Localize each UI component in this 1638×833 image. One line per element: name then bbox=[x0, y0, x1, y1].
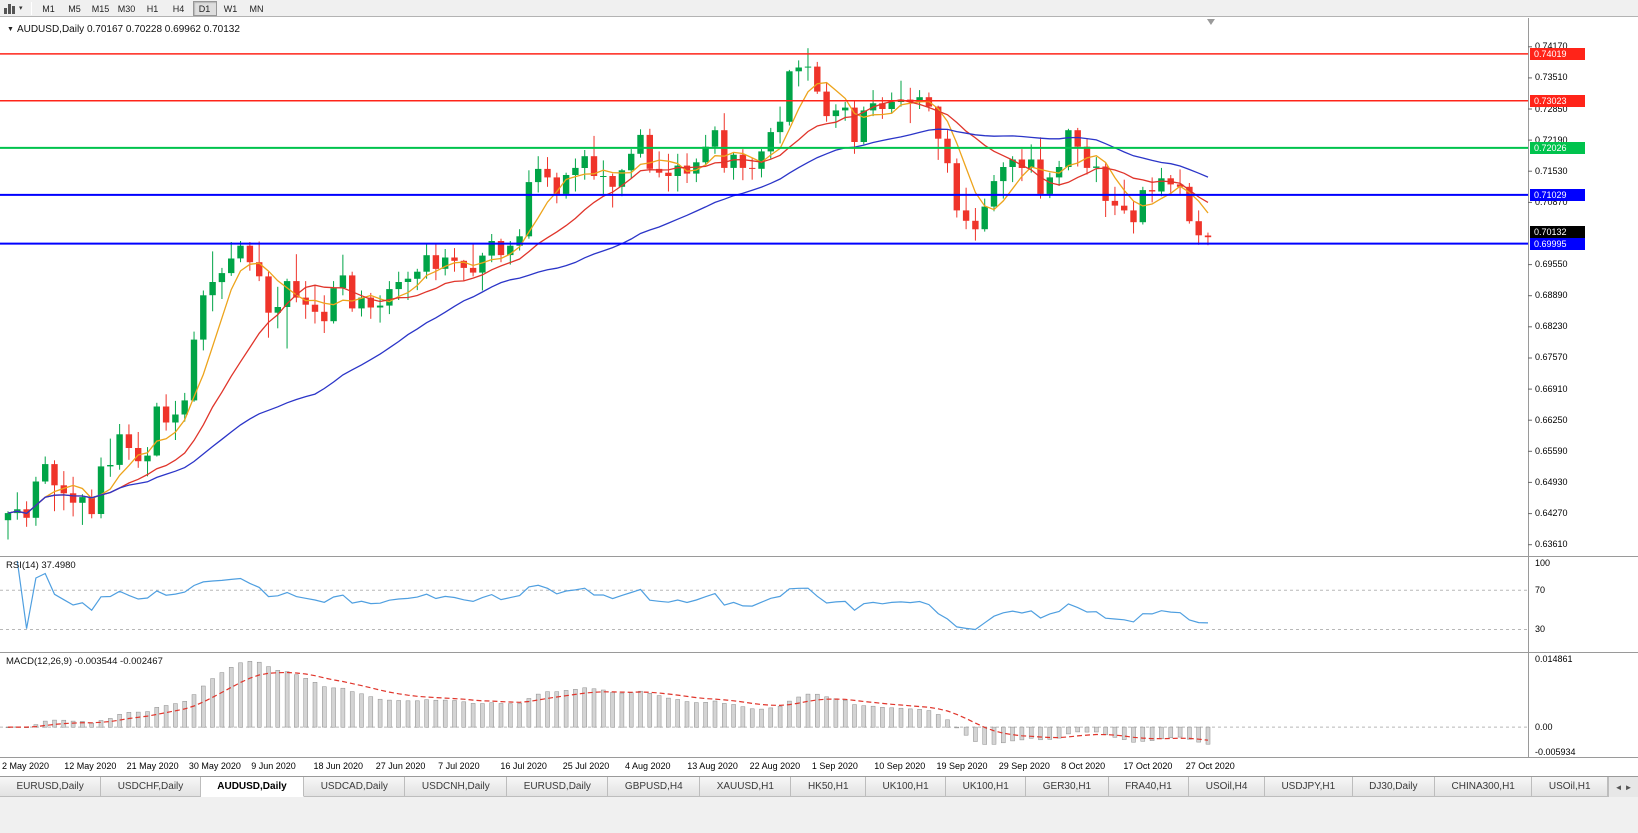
chart-tab-fra40-h1[interactable]: FRA40,H1 bbox=[1108, 777, 1190, 797]
date-label: 10 Sep 2020 bbox=[874, 761, 926, 771]
macd-tick-label: 0.00 bbox=[1535, 722, 1553, 733]
chart-tabs: EURUSD,Daily USDCHF,Daily AUDUSD,Daily USDC… bbox=[0, 777, 1609, 797]
chart-tab-dj30-daily[interactable]: DJ30,Daily bbox=[1352, 777, 1436, 797]
timeframe-buttons-group: M1 M5 M15 M30 H1 H4 D1 W1 MN bbox=[36, 0, 270, 16]
tab-scroll-left-icon[interactable]: ◄ bbox=[1614, 782, 1623, 792]
timeframe-button-h4[interactable]: H4 bbox=[172, 3, 185, 14]
price-tick-label: 0.63610 bbox=[1535, 539, 1568, 550]
chart-tab-china300-h1[interactable]: CHINA300,H1 bbox=[1435, 777, 1533, 797]
price-tick-label: 0.70870 bbox=[1535, 196, 1568, 207]
date-label: 1 Sep 2020 bbox=[811, 761, 858, 771]
chart-tab-usoil-h4[interactable]: USOil,H4 bbox=[1189, 777, 1265, 797]
timeframe-button-m15[interactable]: M15 bbox=[91, 3, 110, 14]
chart-tab-ger30-h1[interactable]: GER30,H1 bbox=[1026, 777, 1109, 797]
chart-symbol-title: AUDUSD,Daily bbox=[16, 24, 85, 35]
chart-shift-marker[interactable] bbox=[1206, 19, 1215, 25]
price-tick-label: 0.66250 bbox=[1535, 414, 1568, 425]
periods-toolbar-icon[interactable] bbox=[3, 2, 18, 15]
chart-tab-usoil-h1[interactable]: USOil,H1 bbox=[1532, 777, 1609, 797]
price-tick-label: 0.74170 bbox=[1535, 41, 1568, 52]
date-label: 8 Oct 2020 bbox=[1061, 761, 1106, 771]
chart-tab-hk50-h1[interactable]: HK50,H1 bbox=[791, 777, 867, 797]
date-label: 7 Jul 2020 bbox=[438, 761, 480, 771]
chart-tab-usdcad-daily[interactable]: USDCAD,Daily bbox=[304, 777, 406, 797]
chart-tab-usdchf-daily[interactable]: USDCHF,Daily bbox=[101, 777, 201, 797]
timeframe-toolbar: ▾ M1 M5 M15 M30 H1 H4 D1 W1 MN bbox=[0, 0, 1638, 17]
price-tick-label: 0.69550 bbox=[1535, 259, 1568, 270]
macd-tick-label: 0.014861 bbox=[1535, 654, 1573, 664]
chart-tab-audusd-daily[interactable]: AUDUSD,Daily bbox=[200, 777, 305, 797]
level-price-badge: 0.74019 bbox=[1530, 47, 1585, 60]
chart-tab-gbpusd-h4[interactable]: GBPUSD,H4 bbox=[608, 777, 701, 797]
price-tick-label: 0.72850 bbox=[1535, 103, 1568, 114]
price-tick-label: 0.72190 bbox=[1535, 134, 1568, 145]
timeframe-button-m30[interactable]: M30 bbox=[117, 3, 136, 14]
date-label: 12 May 2020 bbox=[64, 761, 117, 771]
chart-background bbox=[0, 17, 1638, 776]
bar-icon bbox=[8, 3, 11, 14]
toolbar-separator bbox=[30, 1, 32, 15]
timeframe-button-w1[interactable]: W1 bbox=[223, 3, 238, 14]
price-tick-label: 0.64270 bbox=[1535, 508, 1568, 519]
rsi-tick-label: 30 bbox=[1535, 624, 1546, 635]
price-tick-label: 0.68230 bbox=[1535, 321, 1568, 332]
rsi-tick-label: 100 bbox=[1535, 558, 1551, 568]
date-label: 21 May 2020 bbox=[126, 761, 179, 771]
price-tick-label: 0.64930 bbox=[1535, 476, 1568, 487]
timeframe-button-m1[interactable]: M1 bbox=[42, 3, 55, 14]
date-label: 27 Oct 2020 bbox=[1185, 761, 1235, 771]
current-price-badge: 0.70132 bbox=[1530, 225, 1585, 238]
date-label: 30 May 2020 bbox=[188, 761, 241, 771]
date-label: 13 Aug 2020 bbox=[687, 761, 738, 771]
price-tick-label: 0.71530 bbox=[1535, 165, 1568, 176]
tab-scroll-right-icon[interactable]: ► bbox=[1624, 782, 1633, 792]
chart-tab-eurusd-daily[interactable]: EURUSD,Daily bbox=[507, 777, 609, 797]
date-label: 9 Jun 2020 bbox=[251, 761, 296, 771]
macd-tick-label: -0.005934 bbox=[1535, 747, 1576, 757]
chart-tab-uk100-h1[interactable]: UK100,H1 bbox=[946, 777, 1027, 797]
price-tick-label: 0.65590 bbox=[1535, 445, 1568, 456]
toolbar-dropdown-caret-icon[interactable]: ▾ bbox=[19, 5, 23, 12]
chart-dropdown-arrow-icon[interactable]: ▼ bbox=[7, 26, 14, 33]
chart-title-overlay: ▼ AUDUSD,Daily 0.70167 0.70228 0.69962 0.… bbox=[7, 24, 240, 35]
macd-indicator-label: MACD(12,26,9) -0.003544 -0.002467 bbox=[6, 656, 163, 667]
price-tick-label: 0.73510 bbox=[1535, 72, 1568, 83]
date-label: 27 Jun 2020 bbox=[375, 761, 426, 771]
level-price-badge: 0.73023 bbox=[1530, 94, 1585, 107]
timeframe-button-h1[interactable]: H1 bbox=[146, 3, 159, 14]
level-price-badge: 0.69995 bbox=[1530, 237, 1585, 250]
tab-scroll-arrows: ◄ ► bbox=[1608, 777, 1638, 797]
rsi-tick-label: 70 bbox=[1535, 585, 1546, 596]
date-label: 4 Aug 2020 bbox=[625, 761, 671, 771]
date-label: 25 Jul 2020 bbox=[562, 761, 610, 771]
date-label: 22 Aug 2020 bbox=[749, 761, 801, 771]
chart-tab-usdcnh-daily[interactable]: USDCNH,Daily bbox=[405, 777, 508, 797]
chart-tab-xauusd-h1[interactable]: XAUUSD,H1 bbox=[700, 777, 792, 797]
bar-icon bbox=[12, 5, 15, 14]
price-tick-label: 0.67570 bbox=[1535, 352, 1568, 363]
timeframe-button-d1[interactable]: D1 bbox=[192, 0, 217, 16]
date-label: 17 Oct 2020 bbox=[1123, 761, 1173, 771]
date-label: 16 Jul 2020 bbox=[500, 761, 547, 771]
timeframe-button-m5[interactable]: M5 bbox=[68, 3, 81, 14]
level-price-badge: 0.71029 bbox=[1530, 188, 1585, 201]
date-label: 29 Sep 2020 bbox=[998, 761, 1050, 771]
level-price-badge: 0.72026 bbox=[1530, 141, 1585, 154]
date-label: 18 Jun 2020 bbox=[313, 761, 364, 771]
date-label: 19 Sep 2020 bbox=[936, 761, 988, 771]
timeframe-button-mn[interactable]: MN bbox=[249, 3, 264, 14]
chart-tab-usdjpy-h1[interactable]: USDJPY,H1 bbox=[1264, 777, 1353, 797]
date-label: 2 May 2020 bbox=[2, 761, 50, 771]
price-tick-label: 0.68890 bbox=[1535, 290, 1568, 301]
chart-tab-bar: EURUSD,Daily USDCHF,Daily AUDUSD,Daily USDC… bbox=[0, 776, 1638, 797]
chart-ohlc-values: 0.70167 0.70228 0.69962 0.70132 bbox=[86, 24, 240, 35]
bar-icon bbox=[4, 7, 7, 14]
price-tick-label: 0.66910 bbox=[1535, 383, 1568, 394]
chart-tab-eurusd-daily[interactable]: EURUSD,Daily bbox=[0, 777, 102, 797]
rsi-indicator-label: RSI(14) 37.4980 bbox=[6, 560, 76, 571]
chart-tab-uk100-h1[interactable]: UK100,H1 bbox=[866, 777, 947, 797]
